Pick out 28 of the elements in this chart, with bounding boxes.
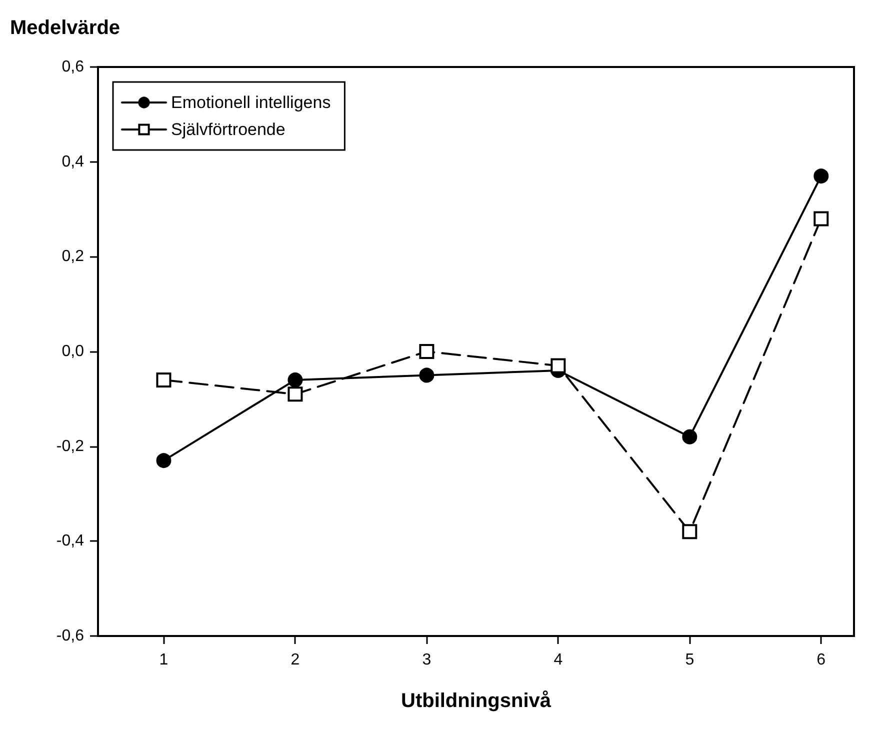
y-axis-title: Medelvärde bbox=[10, 17, 120, 39]
x-axis-title: Utbildningsnivå bbox=[401, 690, 552, 712]
point bbox=[419, 368, 434, 383]
point bbox=[814, 168, 829, 184]
point bbox=[288, 386, 303, 402]
point bbox=[550, 358, 566, 374]
x-tick-label: 2 bbox=[290, 652, 300, 668]
y-tick-label: -0,2 bbox=[56, 438, 84, 455]
y-tick-label: 0,4 bbox=[62, 153, 84, 170]
y-tick-label: -0,6 bbox=[56, 628, 84, 644]
legend-label: Självförtroende bbox=[171, 120, 286, 139]
x-tick-label: 3 bbox=[422, 652, 432, 668]
y-tick-label: 0,2 bbox=[62, 248, 84, 266]
point bbox=[682, 429, 698, 444]
y-tick-label: 0,0 bbox=[62, 343, 84, 360]
x-tick-label: 6 bbox=[816, 652, 826, 668]
y-tick-label: -0,4 bbox=[56, 532, 84, 550]
legend-label: Emotionell intelligens bbox=[171, 93, 331, 112]
point bbox=[814, 211, 829, 226]
y-tick-label: 0,6 bbox=[62, 58, 84, 76]
point bbox=[419, 344, 434, 359]
point bbox=[156, 372, 172, 388]
x-tick-label: 1 bbox=[159, 652, 168, 668]
point bbox=[156, 453, 172, 468]
x-tick-label: 4 bbox=[554, 652, 563, 668]
point bbox=[288, 372, 303, 388]
point bbox=[682, 524, 698, 540]
x-tick-label: 5 bbox=[685, 652, 694, 668]
